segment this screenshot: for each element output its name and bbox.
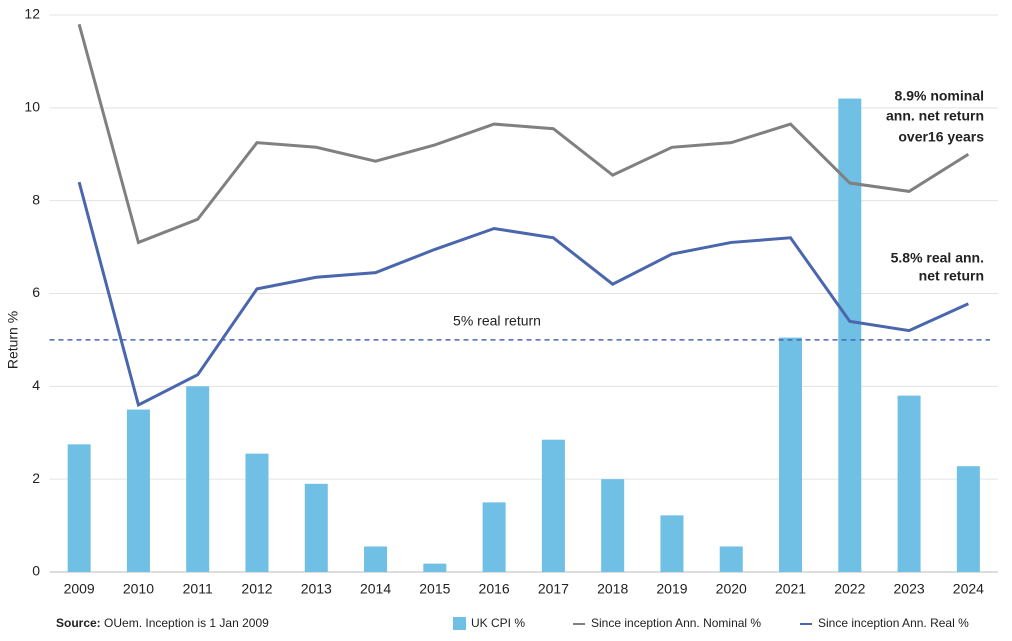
bar: [186, 386, 210, 572]
y-tick-label: 6: [32, 284, 40, 300]
annotation: over16 years: [898, 129, 984, 145]
x-tick-label: 2022: [834, 581, 865, 597]
annotation: 8.9% nominal: [895, 88, 984, 104]
x-tick-label: 2021: [775, 581, 806, 597]
bar: [245, 453, 269, 572]
reference-label: 5% real return: [453, 313, 541, 329]
line: [77, 181, 969, 408]
bar: [423, 563, 447, 572]
annotation: 5.8% real ann.: [891, 250, 984, 266]
x-tick-label: 2020: [716, 581, 747, 597]
bar: [779, 337, 803, 572]
annotation: ann. net return: [886, 108, 984, 124]
x-tick-label: 2016: [479, 581, 510, 597]
bar: [541, 439, 565, 572]
y-tick-label: 4: [32, 377, 40, 393]
x-tick-label: 2015: [419, 581, 450, 597]
x-tick-label: 2024: [953, 581, 984, 597]
y-axis-label: Return %: [5, 311, 21, 369]
bar: [482, 502, 506, 572]
x-tick-label: 2023: [894, 581, 925, 597]
bar: [956, 466, 980, 572]
source: Source: OUem. Inception is 1 Jan 2009: [56, 616, 269, 630]
x-tick-label: 2011: [183, 581, 213, 597]
source-text: OUem. Inception is 1 Jan 2009: [104, 616, 269, 630]
bar: [126, 409, 150, 572]
x-tick-label: 2012: [241, 581, 272, 597]
y-tick-label: 8: [32, 191, 40, 207]
x-tick-label: 2018: [597, 581, 628, 597]
x-tick-label: 2010: [123, 581, 154, 597]
x-tick-label: 2019: [656, 581, 687, 597]
x-tick-label: 2013: [301, 581, 332, 597]
x-tick-label: 2014: [360, 581, 391, 597]
y-tick-label: 12: [24, 6, 40, 22]
legend-label: UK CPI %: [471, 616, 525, 630]
legend-label: Since inception Ann. Real %: [818, 616, 969, 630]
legend-swatch: [453, 617, 466, 630]
source-label: Source:: [56, 616, 101, 630]
line: [77, 23, 970, 245]
x-tick-label: 2017: [538, 581, 569, 597]
bar: [304, 483, 328, 572]
bar: [719, 546, 743, 572]
bar: [364, 546, 388, 572]
bar: [660, 515, 684, 572]
y-tick-label: 10: [24, 99, 40, 115]
bar: [838, 98, 862, 573]
bar: [67, 444, 91, 572]
bar: [897, 395, 921, 572]
bar: [601, 479, 625, 572]
annotation: net return: [919, 268, 984, 284]
y-tick-label: 2: [32, 470, 40, 486]
x-tick-label: 2009: [64, 581, 95, 597]
y-tick-label: 0: [32, 563, 40, 579]
legend-label: Since inception Ann. Nominal %: [591, 616, 761, 630]
